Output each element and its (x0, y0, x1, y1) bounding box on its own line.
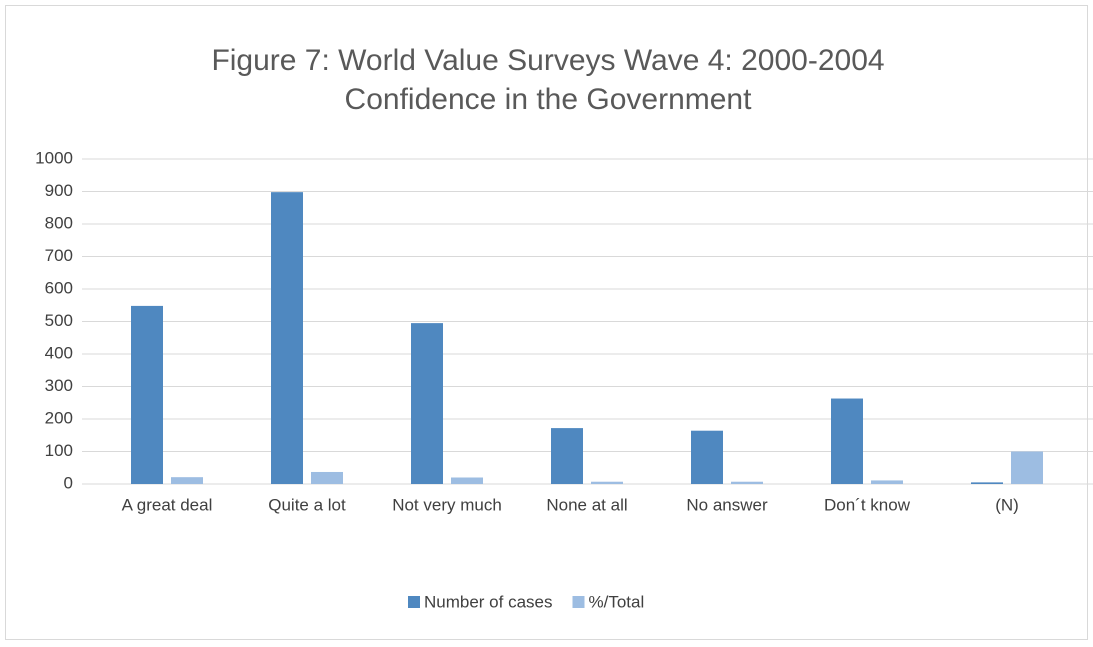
bar (551, 428, 583, 484)
bar (131, 305, 163, 484)
y-tick-label: 500 (45, 311, 73, 330)
bar (831, 398, 863, 484)
x-tick-label: No answer (686, 495, 768, 514)
bar (691, 430, 723, 484)
chart-title: Figure 7: World Value Surveys Wave 4: 20… (211, 44, 884, 77)
legend-label: %/Total (589, 592, 645, 611)
y-tick-label: 300 (45, 376, 73, 395)
chart-border (5, 5, 1088, 640)
bar (591, 481, 623, 484)
x-tick-label: None at all (546, 495, 627, 514)
y-tick-label: 800 (45, 213, 73, 232)
y-tick-label: 700 (45, 246, 73, 265)
bar (411, 323, 443, 484)
y-tick-label: 200 (45, 408, 73, 427)
x-tick-label: Don´t know (824, 495, 911, 514)
legend-swatch (572, 596, 585, 608)
y-tick-label: 100 (45, 441, 73, 460)
chart-subtitle: Confidence in the Government (345, 83, 753, 116)
x-tick-label: Not very much (392, 495, 502, 514)
bar (171, 477, 203, 484)
y-tick-label: 0 (64, 473, 73, 492)
x-tick-label: (N) (995, 495, 1019, 514)
bar (731, 481, 763, 484)
x-tick-label: A great deal (122, 495, 213, 514)
y-tick-label: 400 (45, 343, 73, 362)
bar (271, 192, 303, 484)
y-tick-label: 900 (45, 181, 73, 200)
bar (311, 471, 343, 484)
bar (451, 477, 483, 484)
x-tick-label: Quite a lot (268, 495, 346, 514)
bar (971, 482, 1003, 484)
y-tick-label: 600 (45, 278, 73, 297)
y-tick-label: 1000 (35, 148, 73, 167)
legend-swatch (408, 596, 420, 608)
bar (871, 480, 903, 484)
legend-label: Number of cases (424, 592, 553, 611)
bar (1011, 451, 1043, 484)
